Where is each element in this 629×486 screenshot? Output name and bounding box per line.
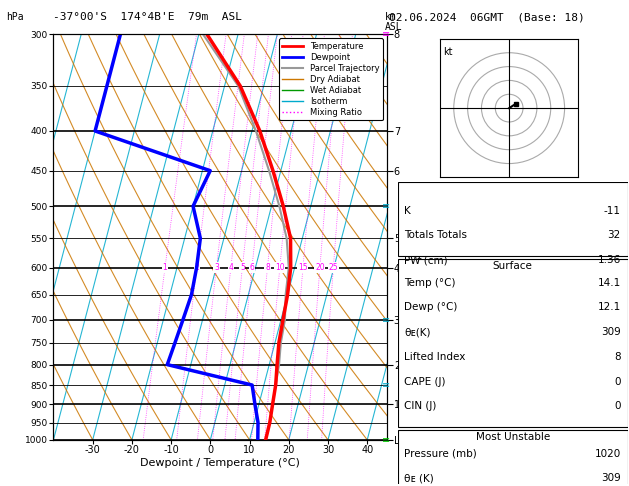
Text: 0: 0 [615,377,621,386]
Text: Lifted Index: Lifted Index [404,352,466,362]
Text: Pressure (mb): Pressure (mb) [404,449,477,459]
Text: 15: 15 [298,263,308,272]
Text: 1.36: 1.36 [598,255,621,265]
Text: 309: 309 [601,473,621,483]
Text: CAPE (J): CAPE (J) [404,377,446,386]
FancyBboxPatch shape [398,260,628,427]
Text: 6: 6 [250,263,254,272]
Text: ASL: ASL [385,22,403,32]
Text: 4: 4 [228,263,233,272]
Text: K: K [404,206,411,216]
Text: -11: -11 [604,206,621,216]
Legend: Temperature, Dewpoint, Parcel Trajectory, Dry Adiabat, Wet Adiabat, Isotherm, Mi: Temperature, Dewpoint, Parcel Trajectory… [279,38,382,121]
X-axis label: Dewpoint / Temperature (°C): Dewpoint / Temperature (°C) [140,458,300,468]
Text: 0: 0 [615,401,621,411]
Text: 5: 5 [240,263,245,272]
Text: Most Unstable: Most Unstable [476,432,550,442]
Text: hPa: hPa [6,12,24,22]
Text: 1: 1 [163,263,167,272]
Text: θᴇ (K): θᴇ (K) [404,473,434,483]
Y-axis label: Mixing Ratio (g/kg): Mixing Ratio (g/kg) [414,194,423,280]
Text: kt: kt [443,47,452,57]
Text: Surface: Surface [493,261,533,271]
Text: 02.06.2024  06GMT  (Base: 18): 02.06.2024 06GMT (Base: 18) [389,12,584,22]
Text: 3: 3 [214,263,219,272]
Text: Temp (°C): Temp (°C) [404,278,456,288]
Text: 309: 309 [601,327,621,337]
Text: 32: 32 [608,230,621,241]
Text: PW (cm): PW (cm) [404,255,448,265]
Text: θᴇ(K): θᴇ(K) [404,327,431,337]
Text: -37°00'S  174°4B'E  79m  ASL: -37°00'S 174°4B'E 79m ASL [53,12,242,22]
Text: ≡: ≡ [382,314,390,325]
Text: km: km [385,12,397,22]
Text: 20: 20 [315,263,325,272]
Text: ≡: ≡ [382,29,390,39]
Text: 10: 10 [275,263,285,272]
Text: 8: 8 [265,263,270,272]
Text: ≡: ≡ [382,435,390,445]
Text: 25: 25 [328,263,338,272]
Text: 1020: 1020 [594,449,621,459]
Text: CIN (J): CIN (J) [404,401,437,411]
Text: ≡: ≡ [382,380,390,390]
Text: Totals Totals: Totals Totals [404,230,467,241]
Text: Dewp (°C): Dewp (°C) [404,302,458,312]
FancyBboxPatch shape [398,430,628,486]
Text: 12.1: 12.1 [598,302,621,312]
Text: 2: 2 [194,263,199,272]
Text: ≡: ≡ [382,201,390,211]
FancyBboxPatch shape [398,182,628,257]
Text: 14.1: 14.1 [598,278,621,288]
Text: 8: 8 [614,352,621,362]
